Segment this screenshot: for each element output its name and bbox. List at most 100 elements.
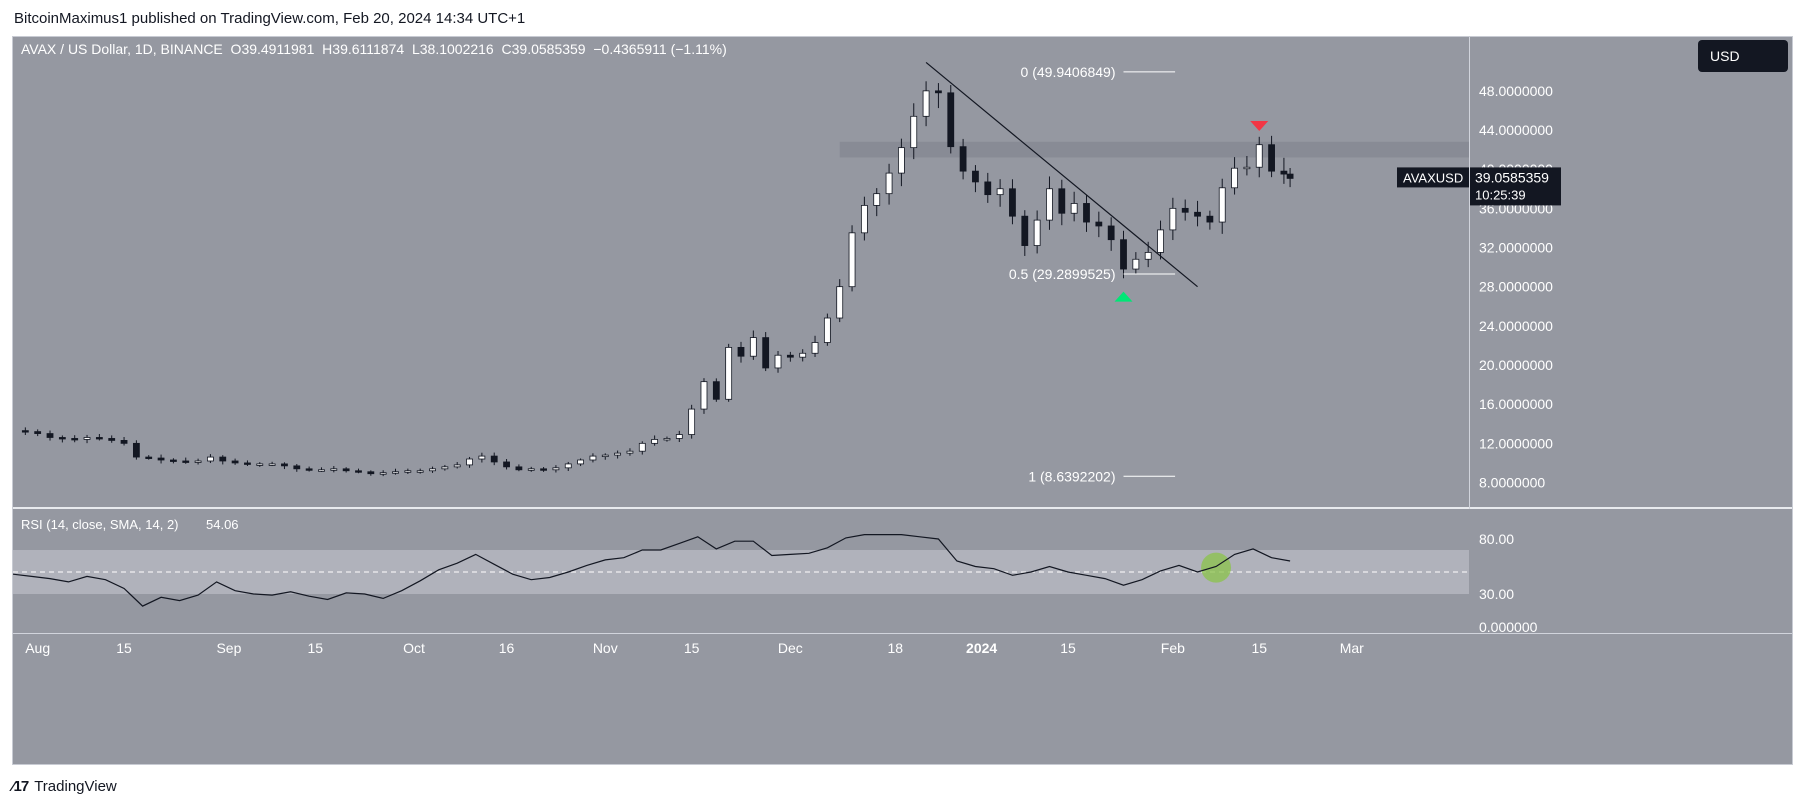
legend-low: 38.1002216 (420, 41, 502, 57)
price-pane-bg (13, 37, 1469, 507)
candle-body (429, 468, 436, 472)
currency-button[interactable]: USD (1698, 40, 1788, 72)
candle-body (527, 468, 535, 471)
footer: ⁄17 TradingView (12, 778, 117, 795)
candle-body (1243, 166, 1251, 170)
candle-body (885, 172, 893, 195)
candle-body (281, 463, 288, 467)
symbol-tag: AVAXUSD (1403, 170, 1463, 185)
candle-body (256, 463, 264, 466)
candle-body (1083, 203, 1090, 223)
candle-body (1194, 211, 1201, 217)
rsi-value: 54.06 (206, 517, 239, 532)
time-tick-label: 15 (116, 640, 132, 656)
chart-canvas[interactable]: 48.000000044.000000040.000000036.0000000… (13, 37, 1792, 764)
candle-body (379, 472, 387, 475)
candle-body (898, 147, 905, 174)
time-tick-label: Aug (25, 640, 50, 656)
candle-body (453, 464, 461, 468)
candle-body (145, 456, 153, 459)
candle-body (577, 459, 584, 465)
candle-body (1144, 252, 1152, 260)
candle-body (626, 450, 634, 454)
candle-body (120, 440, 128, 444)
candle-body (1120, 239, 1127, 270)
candle-body (811, 342, 819, 354)
candle-body (244, 462, 251, 465)
legend-low-label: L (412, 41, 420, 57)
time-axis: Aug 15 Sep 15 Oct 16 Nov 15 Dec 18 2024 15 Feb 15 Mar (13, 634, 1792, 764)
time-tick-label: 15 (1060, 640, 1076, 656)
candle-body (564, 463, 572, 469)
candle-body (1169, 207, 1177, 231)
time-tick-label: 2024 (966, 640, 997, 656)
price-tick-label: 44.0000000 (1479, 122, 1553, 138)
candle-body (318, 469, 325, 472)
footer-brand[interactable]: TradingView (34, 778, 117, 795)
candle-body (712, 381, 720, 400)
last-price-value: 39.0585359 (1475, 169, 1549, 185)
candle-body (589, 455, 597, 461)
candle-body (108, 438, 116, 441)
price-tick-label: 24.0000000 (1479, 318, 1553, 334)
rsi-tick-label: 80.00 (1479, 531, 1514, 547)
candle-body (490, 455, 498, 463)
legend-open: 39.4911981 (241, 41, 322, 57)
candle-body (860, 205, 868, 234)
fib-level-label: 1 (8.6392202) (1028, 468, 1115, 484)
candle-body (1206, 215, 1214, 223)
candle-body (21, 430, 29, 433)
candle-body (478, 455, 486, 460)
symbol-legend: AVAX / US Dollar, 1D, BINANCE O39.491198… (21, 41, 727, 57)
candle-body (935, 90, 942, 94)
candle-body (367, 471, 375, 475)
time-tick-label: Sep (216, 640, 241, 656)
candle-body (984, 181, 992, 196)
candle-body (675, 434, 683, 439)
candle-body (1021, 215, 1029, 246)
candle-body (466, 458, 473, 466)
bullish-marker-icon (1114, 291, 1133, 302)
time-tick-label: 16 (499, 640, 515, 656)
candle-body (416, 470, 424, 473)
price-tick-label: 20.0000000 (1479, 357, 1553, 373)
candle-body (1009, 188, 1016, 217)
tradingview-logo-icon[interactable]: ⁄17 (12, 778, 29, 795)
candle-body (207, 456, 214, 462)
candle-body (1070, 203, 1078, 214)
candle-body (972, 170, 979, 183)
legend-change: −0.4365911 (−1.11%) (593, 41, 726, 57)
candle-body (170, 459, 177, 462)
candle-body (1255, 144, 1263, 168)
price-tick-label: 12.0000000 (1479, 435, 1553, 451)
price-tick-label: 48.0000000 (1479, 83, 1553, 99)
candle-body (1058, 188, 1066, 214)
price-pane: 48.000000044.000000040.000000036.0000000… (13, 37, 1792, 764)
candle-body (342, 468, 350, 472)
candle-body (293, 465, 301, 470)
price-tick-label: 16.0000000 (1479, 396, 1553, 412)
candle-body (1033, 219, 1041, 246)
candle-body (1268, 144, 1275, 172)
candle-body (1218, 187, 1226, 223)
legend-overlay: AVAX / US Dollar, 1D, BINANCE O39.491198… (21, 41, 727, 57)
time-tick-label: Nov (593, 640, 618, 656)
legend-close-label: C (502, 41, 512, 57)
candle-body (614, 452, 622, 456)
fib-level-label: 0 (49.9406849) (1021, 64, 1116, 80)
rsi-tick-label: 30.00 (1479, 586, 1514, 602)
candle-body (34, 431, 42, 434)
candle-body (1181, 207, 1189, 213)
price-tick-label: 32.0000000 (1479, 240, 1553, 256)
price-tick-label: 8.0000000 (1479, 475, 1545, 491)
time-tick-label: 15 (684, 640, 700, 656)
fib-level-label: 0.5 (29.2899525) (1009, 266, 1116, 282)
candle-body (848, 232, 856, 288)
legend-close: 39.0585359 (512, 41, 594, 57)
candle-body (638, 442, 646, 452)
legend-title: AVAX / US Dollar, 1D, BINANCE (21, 41, 231, 57)
candle-body (786, 354, 794, 358)
candle-body (663, 438, 671, 441)
candle-body (83, 437, 91, 440)
candle-body (515, 466, 523, 471)
